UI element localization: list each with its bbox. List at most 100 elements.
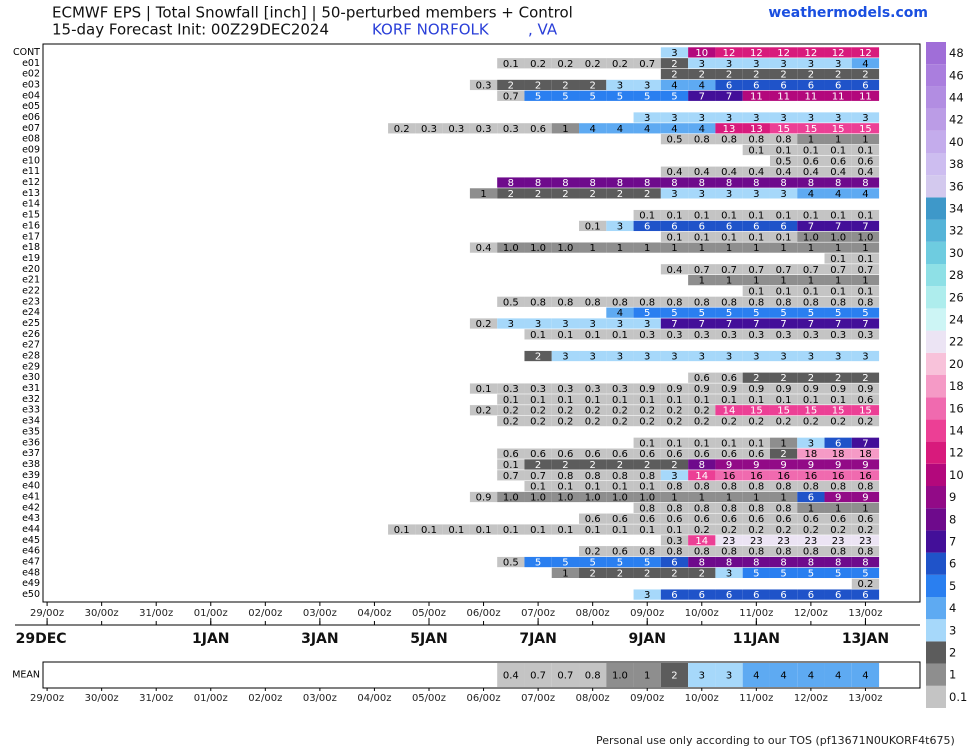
mean-x-tick-label: 12/00z [794, 693, 828, 704]
cell [660, 663, 689, 687]
cell [715, 90, 743, 101]
cell-label: 8 [671, 178, 677, 189]
cell [579, 123, 607, 134]
cell-label: 7 [835, 319, 841, 330]
cell [769, 437, 798, 448]
cell-label: 1 [835, 243, 841, 254]
cell-label: 0.1 [585, 221, 601, 232]
cell [797, 502, 825, 513]
cell-label: 3 [753, 113, 759, 124]
cell-label: 7 [862, 438, 868, 449]
cell-label: 0.2 [830, 525, 846, 536]
cell-label: 0.4 [721, 167, 737, 178]
cell-label: 0.1 [803, 395, 819, 406]
cell [688, 329, 716, 340]
cell [606, 415, 634, 427]
cell-label: 0.2 [394, 124, 410, 135]
cell-label: 15 [859, 124, 872, 135]
cell-label: 6 [671, 590, 677, 601]
cell-label: 4 [617, 124, 623, 135]
cell [851, 166, 880, 177]
cell [633, 318, 661, 329]
cell-label: 2 [862, 70, 868, 81]
cell [824, 415, 852, 427]
cell [469, 405, 498, 416]
cell-label: 0.6 [748, 449, 764, 460]
cell-label: 3 [726, 59, 732, 70]
cell [797, 394, 825, 405]
cell [688, 307, 716, 318]
cell [824, 155, 852, 166]
cell-label: 0.8 [639, 503, 655, 514]
cell-label: 8 [808, 558, 814, 569]
cell-label: 9 [862, 460, 868, 471]
cell [851, 546, 880, 557]
cell [769, 589, 798, 600]
row-label: e42 [22, 502, 40, 513]
cell-label: 1.0 [557, 243, 573, 254]
cell [797, 405, 825, 416]
cell [851, 405, 880, 416]
colorbar-label: 12 [949, 446, 964, 460]
cell-label: 0.6 [830, 156, 846, 167]
cell [579, 459, 607, 470]
cell-label: 7 [699, 319, 705, 330]
cell [497, 448, 525, 459]
cell [769, 275, 798, 286]
cell-label: 0.1 [667, 211, 683, 222]
cell [769, 491, 798, 503]
cell-label: 18 [832, 449, 845, 460]
cell-label: 8 [726, 558, 732, 569]
cell-label: 6 [780, 590, 786, 601]
cell-label: 0.1 [694, 438, 710, 449]
cell [524, 556, 552, 568]
cell [551, 329, 580, 340]
mean-x-tick-label: 30/00z [85, 693, 119, 704]
cell [415, 524, 443, 535]
row-label: e32 [22, 394, 40, 405]
cell-label: 4 [808, 671, 814, 682]
cell [715, 437, 743, 448]
cell-label: 1 [753, 243, 759, 254]
cell-label: 0.1 [803, 286, 819, 297]
colorbar-label: 9 [949, 490, 956, 504]
cell-label: 6 [808, 492, 814, 503]
mean-x-tick-label: 06/00z [467, 693, 501, 704]
cell [388, 524, 416, 535]
cell [824, 524, 852, 535]
cell [715, 350, 743, 362]
colorbar-bin [926, 153, 946, 176]
cell [551, 296, 580, 307]
cell-label: 3 [644, 590, 650, 601]
cell-label: 0.1 [557, 482, 573, 493]
cell [606, 448, 634, 459]
cell-label: 0.1 [721, 395, 737, 406]
cell [524, 58, 552, 69]
cell-label: 0.6 [857, 395, 873, 406]
cell [824, 383, 852, 394]
cell [688, 502, 716, 513]
cell [742, 491, 770, 503]
cell-label: 18 [859, 449, 872, 460]
cell-label: 5 [644, 91, 650, 102]
cell [715, 470, 743, 481]
cell-label: 0.9 [476, 492, 492, 503]
cell-label: 0.8 [857, 297, 873, 308]
cell [851, 231, 880, 242]
cell-label: 1 [862, 135, 868, 146]
cell [769, 68, 798, 80]
cell-label: 0.6 [667, 514, 683, 525]
cell-label: 5 [562, 558, 568, 569]
cell-label: 14 [695, 536, 708, 547]
cell-label: 0.3 [748, 330, 764, 341]
cell [715, 589, 743, 600]
cell-label: 0.6 [530, 124, 546, 135]
cell [497, 58, 525, 69]
cell-label: 0.9 [748, 384, 764, 395]
cell-label: 3 [699, 671, 705, 682]
cell-label: 0.8 [530, 297, 546, 308]
cell [715, 79, 743, 91]
cell-label: 8 [862, 178, 868, 189]
x-tick-label: 07/00z [521, 608, 555, 619]
cell [688, 318, 716, 329]
